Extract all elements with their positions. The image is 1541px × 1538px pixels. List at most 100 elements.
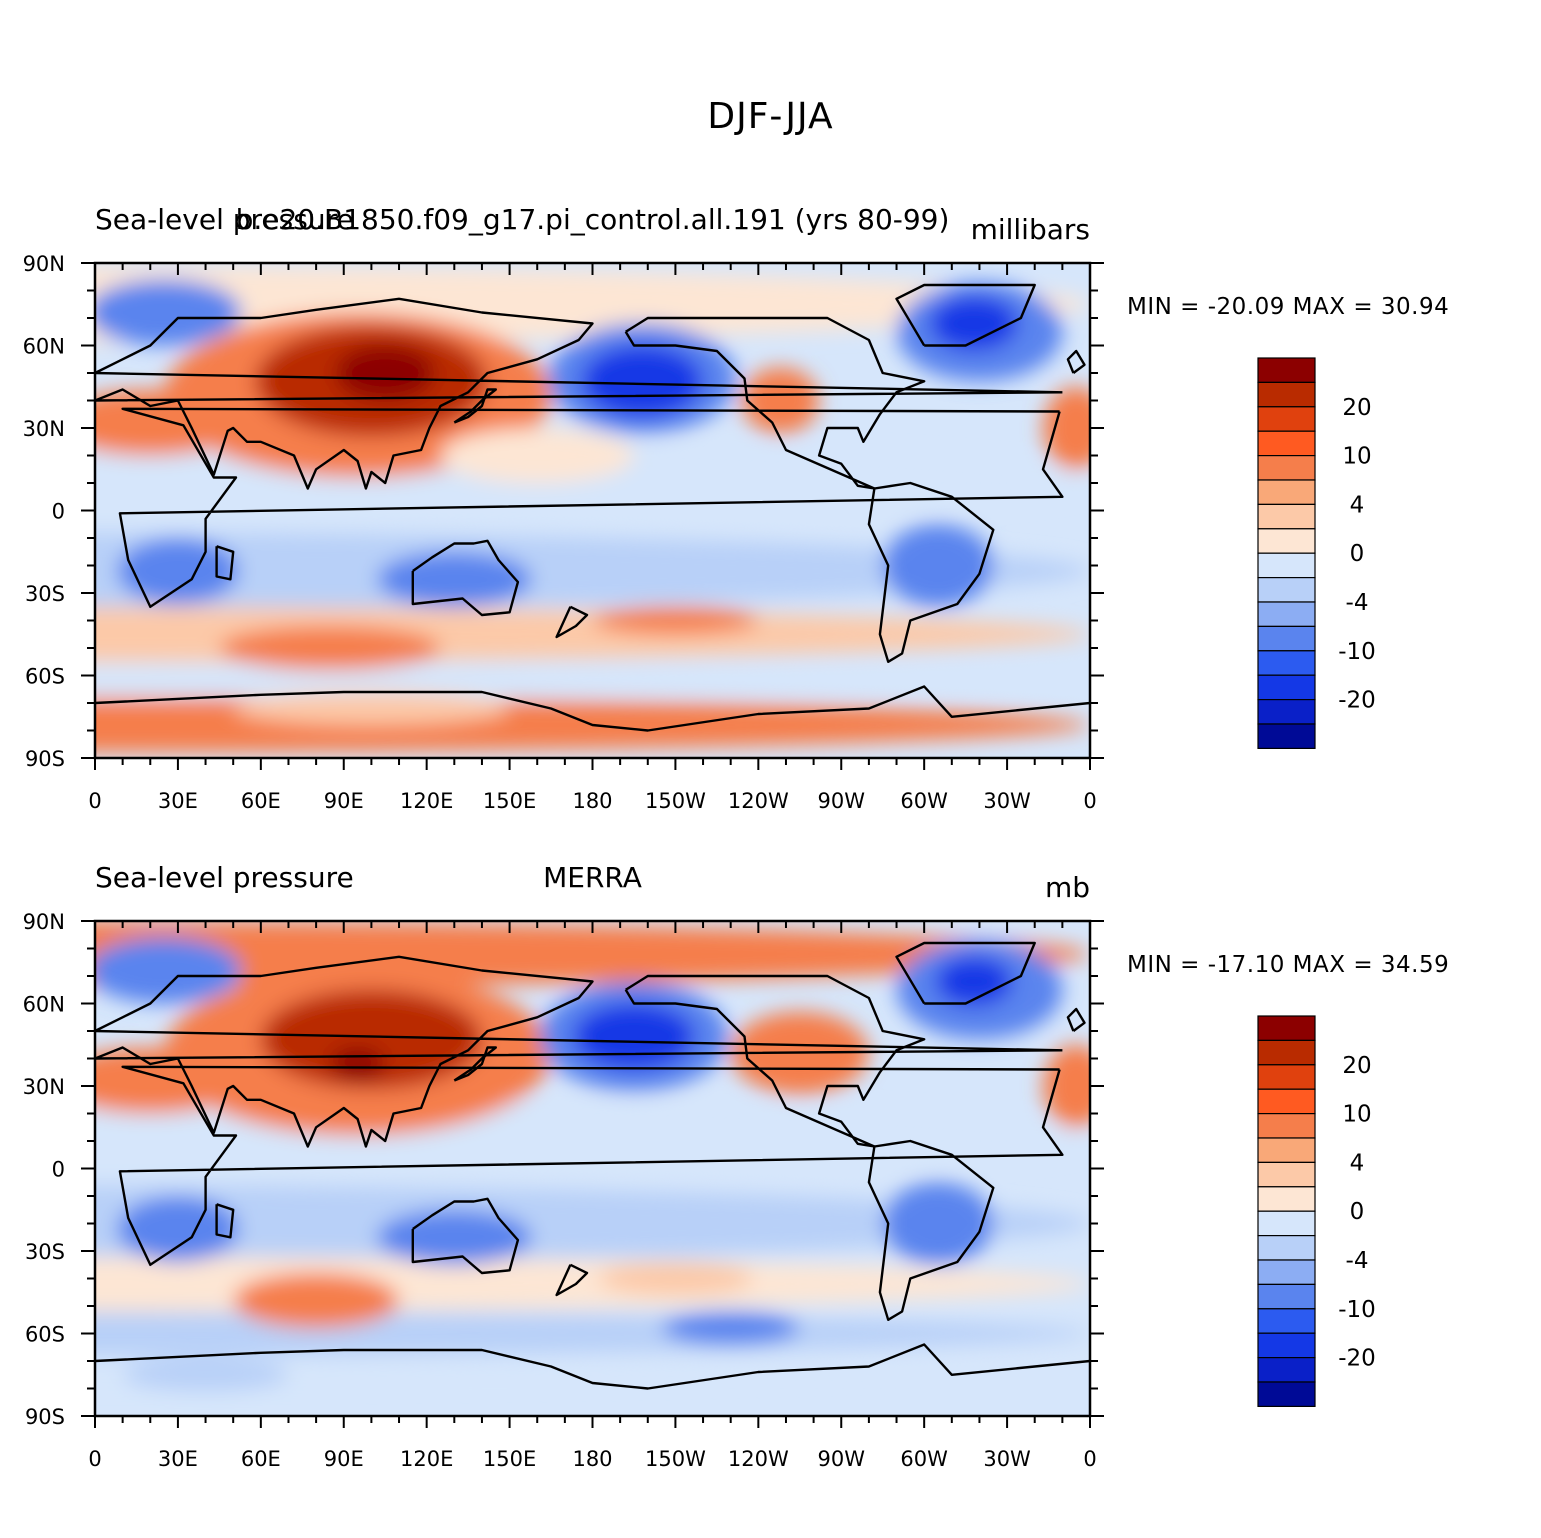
colorbar-swatch — [1257, 1210, 1316, 1237]
lon-label: 60E — [241, 1447, 281, 1471]
colorbar-swatch — [1257, 1234, 1316, 1261]
colorbar-swatch — [1257, 1137, 1316, 1163]
field-anomaly-region — [95, 532, 1090, 610]
lat-label: 60S — [25, 1323, 65, 1347]
lat-label: 30S — [25, 582, 65, 606]
lon-label: 120E — [400, 789, 453, 813]
lon-label: 30E — [158, 789, 198, 813]
field-anomaly-region — [935, 956, 1013, 1007]
field-anomaly-region — [117, 1196, 239, 1262]
colorbar-swatch — [1257, 698, 1316, 725]
coastline — [867, 1139, 995, 1321]
colorbar-swatch — [1257, 1356, 1316, 1383]
colorbar-swatch — [1257, 601, 1316, 627]
colorbar-swatch — [1257, 1186, 1316, 1212]
lon-label: 90E — [324, 789, 364, 813]
coastline — [624, 974, 926, 1148]
lat-label: 90N — [23, 252, 65, 276]
coastline — [215, 1203, 235, 1239]
lon-label: 150E — [483, 1447, 536, 1471]
lon-label: 180 — [572, 789, 612, 813]
lat-label: 90S — [25, 1405, 65, 1429]
lon-label: 90W — [818, 789, 866, 813]
min-max-readout: MIN = -17.10 MAX = 34.59 — [1127, 952, 1450, 978]
lat-label: 0 — [52, 1158, 65, 1182]
coastline — [555, 1263, 589, 1297]
map-panel-model: 0 30E 60E 90E 120E 150E 180 150W 120W 90W 60W 30W 09… — [23, 252, 1376, 813]
lon-label: 150W — [645, 789, 706, 813]
lon-label: 30E — [158, 1447, 198, 1471]
map-field — [95, 263, 1090, 758]
colorbar-swatch — [1257, 406, 1316, 432]
field-anomaly-region — [741, 367, 820, 434]
colorbar-label: 20 — [1342, 1053, 1371, 1079]
figure-title: DJF-JJA — [707, 96, 834, 137]
field-anomaly-region — [335, 345, 435, 401]
coastline — [411, 1197, 520, 1275]
coastline — [895, 941, 1036, 1005]
lon-label: 60E — [241, 789, 281, 813]
colorbar-label: 20 — [1342, 395, 1371, 421]
lon-label: 0 — [1083, 789, 1096, 813]
field-anomaly-region — [95, 1361, 1090, 1416]
coastline — [215, 545, 235, 581]
colorbar-swatch — [1257, 1015, 1316, 1041]
coastline — [555, 605, 589, 639]
coastline — [1066, 1007, 1086, 1032]
coastline — [867, 481, 995, 663]
coastline — [411, 539, 520, 617]
colorbar-label: 0 — [1350, 1199, 1365, 1225]
field-anomaly-region — [440, 428, 634, 483]
coastline — [453, 1046, 497, 1082]
lat-label: 0 — [52, 500, 65, 524]
colorbar-swatch — [1257, 1039, 1316, 1066]
field-anomaly-region — [598, 1262, 753, 1295]
lon-label: 90E — [324, 1447, 364, 1471]
colorbar-label: -20 — [1338, 1346, 1376, 1372]
field-anomaly-region — [882, 524, 994, 607]
lat-label: 60S — [25, 665, 65, 689]
coastline — [1066, 349, 1086, 374]
lat-label: 30N — [23, 1075, 65, 1099]
lon-label: 150W — [645, 1447, 706, 1471]
min-max-readout: MIN = -20.09 MAX = 30.94 — [1127, 294, 1450, 320]
colorbar: 20 10 4 0 -4 -10 -20 — [1257, 1015, 1376, 1407]
field-anomaly-region — [376, 1209, 532, 1265]
field-anomaly-region — [95, 937, 242, 1004]
colorbar-swatch — [1257, 381, 1316, 408]
colorbar-swatch — [1257, 1381, 1316, 1407]
lat-label: 60N — [23, 993, 65, 1017]
panel-units: mb — [1044, 871, 1090, 904]
lat-label: 30N — [23, 417, 65, 441]
lon-label: 60W — [900, 789, 948, 813]
field-anomaly-region — [117, 538, 239, 604]
lat-label: 90S — [25, 747, 65, 771]
field-anomaly-region — [882, 1182, 994, 1265]
colorbar-swatch — [1257, 723, 1316, 749]
lon-label: 0 — [88, 789, 101, 813]
lon-label: 0 — [1083, 1447, 1096, 1471]
colorbar-swatch — [1257, 674, 1316, 701]
colorbar-swatch — [1257, 1113, 1316, 1139]
colorbar-swatch — [1257, 576, 1316, 603]
lat-label: 30S — [25, 1240, 65, 1264]
field-anomaly-region — [929, 296, 1019, 351]
panel-units: millibars — [970, 213, 1090, 246]
colorbar-swatch — [1257, 1088, 1316, 1115]
colorbar-label: 10 — [1342, 1102, 1371, 1128]
field-anomaly-region — [95, 1185, 1090, 1262]
lon-label: 150E — [483, 789, 536, 813]
colorbar-swatch — [1257, 552, 1316, 579]
field-anomaly-region — [233, 1273, 400, 1328]
map-field — [95, 921, 1090, 1416]
colorbar-swatch — [1257, 1161, 1316, 1188]
field-anomaly-region — [95, 664, 1090, 698]
colorbar-label: 4 — [1350, 1150, 1365, 1176]
coastline — [95, 297, 1063, 490]
colorbar-swatch — [1257, 1308, 1316, 1334]
field-anomaly-region — [376, 551, 532, 607]
coastline — [95, 955, 1063, 1148]
panel-center-title: MERRA — [543, 861, 642, 894]
colorbar-swatch — [1257, 479, 1316, 505]
colorbar-label: 0 — [1350, 541, 1365, 567]
